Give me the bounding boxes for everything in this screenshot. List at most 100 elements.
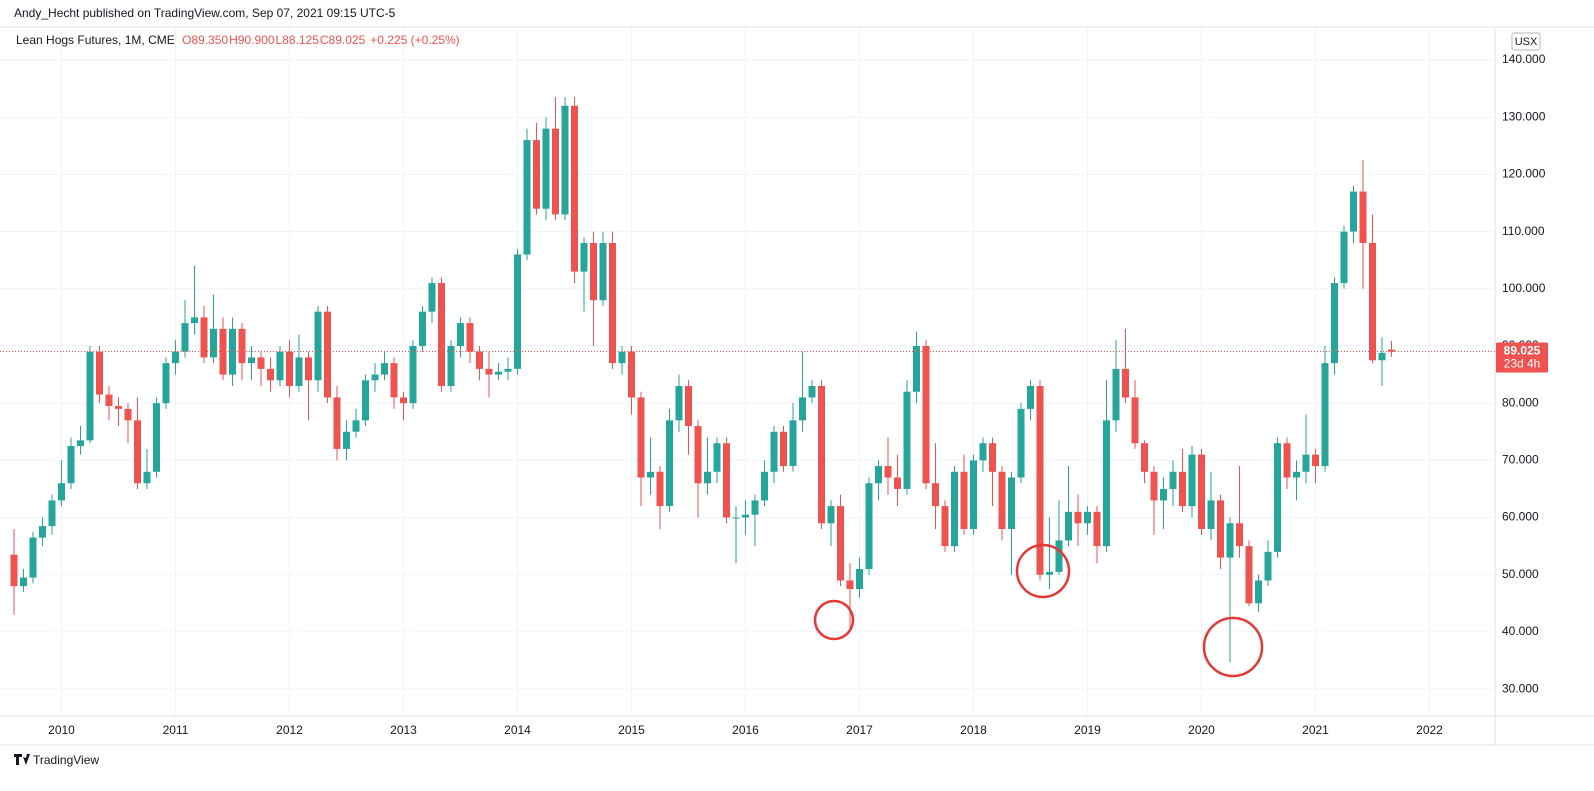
legend-value: +0.225 (+0.25%) [370, 33, 459, 47]
y-tick-label: 80.000 [1502, 395, 1539, 409]
candle-body [438, 283, 445, 387]
candle-body [723, 443, 730, 518]
candle-body [970, 460, 977, 529]
candle-body [1198, 454, 1205, 529]
candle-body [162, 363, 170, 404]
header: Andy_Hecht published on TradingView.com,… [14, 6, 396, 20]
x-tick-label: 2022 [1416, 723, 1443, 737]
candle-body [837, 506, 844, 581]
candle-body [29, 537, 37, 578]
x-tick-label: 2017 [846, 723, 873, 737]
candle-body [989, 443, 996, 472]
candle-body [1036, 386, 1044, 575]
legend-value: C89.025 [320, 33, 366, 47]
candle-body [1274, 443, 1281, 552]
y-tick-label: 70.000 [1502, 453, 1539, 467]
candle-body [485, 368, 493, 375]
legend-value: H90.900 [229, 33, 275, 47]
candles [10, 97, 1395, 663]
candle-body [1359, 191, 1367, 244]
candle-body [143, 471, 151, 484]
footer: TradingView [33, 753, 99, 767]
candle-body [371, 374, 379, 381]
candle-body [58, 483, 65, 501]
candle-body [267, 368, 274, 381]
candle-body [960, 471, 968, 529]
candle-body [105, 394, 113, 407]
countdown: 23d 4h [1504, 357, 1541, 371]
x-tick-label: 2021 [1302, 723, 1329, 737]
candle-body [1055, 540, 1063, 572]
candle-body [780, 431, 787, 467]
candle-body [77, 440, 84, 447]
x-tick-label: 2019 [1074, 723, 1101, 737]
candle-body [381, 363, 388, 375]
candle-body [884, 466, 892, 478]
candle-body [875, 466, 882, 484]
candle-body [685, 386, 692, 427]
candle-body [1293, 471, 1300, 478]
y-tick-label: 30.000 [1502, 681, 1539, 695]
candle-body [1131, 397, 1139, 444]
candle-body [504, 368, 512, 372]
candle-body [276, 351, 284, 381]
candle-body [1017, 408, 1025, 478]
legend-symbol: Lean Hogs Futures, 1M, CME [16, 33, 175, 47]
candle-body [200, 317, 208, 358]
candle-body [770, 431, 778, 472]
candle-body [10, 554, 18, 587]
candle-body [210, 328, 217, 358]
candle-body [922, 345, 930, 484]
x-tick-label: 2010 [48, 723, 75, 737]
logo [14, 754, 30, 765]
candle-body [818, 386, 825, 524]
candle-body [20, 577, 27, 587]
x-tick-label: 2012 [276, 723, 303, 737]
candle-body [447, 345, 455, 387]
y-tick-label: 130.000 [1502, 109, 1546, 123]
candle-body [742, 514, 749, 518]
candle-body [561, 105, 569, 215]
candle-body [637, 397, 645, 478]
candle-body [894, 477, 901, 489]
candle-body [1331, 283, 1338, 364]
candle-body [457, 323, 464, 346]
candle-body [476, 351, 483, 369]
candle-body [390, 363, 398, 398]
candle-body [1283, 443, 1291, 478]
y-tick-label: 50.000 [1502, 567, 1539, 581]
candle-body [808, 386, 816, 398]
price-label: 89.025 [1504, 344, 1541, 358]
candle-body [1074, 511, 1082, 524]
x-tick-label: 2018 [960, 723, 987, 737]
candle-body [1217, 500, 1224, 558]
x-tick-label: 2015 [618, 723, 645, 737]
legend-value: O89.350 [182, 33, 228, 47]
candle-body [1388, 349, 1395, 352]
candle-body [656, 471, 664, 507]
candle-body [257, 357, 265, 369]
x-tick-label: 2011 [163, 723, 189, 737]
candle-body [846, 580, 854, 590]
candle-body [1065, 511, 1072, 541]
candle-body [694, 426, 702, 484]
candle-body [428, 283, 436, 312]
y-tick-label: 110.000 [1502, 224, 1545, 238]
candle-body [1179, 471, 1186, 507]
candle-body [998, 471, 1006, 529]
candle-body [67, 446, 75, 484]
candle-body [932, 483, 939, 507]
candle-body [134, 420, 141, 484]
candle-body [248, 357, 255, 364]
candle-body [1027, 386, 1034, 409]
candle-body [542, 128, 550, 209]
candle-body [362, 380, 369, 421]
candle-body [951, 471, 958, 547]
candle-body [1312, 454, 1319, 467]
candle-body [1103, 420, 1110, 547]
candle-body [704, 471, 711, 484]
candle-body [286, 351, 293, 387]
candle-body [1226, 523, 1234, 558]
legend: Lean Hogs Futures, 1M, CME O89.350H90.90… [16, 33, 460, 47]
